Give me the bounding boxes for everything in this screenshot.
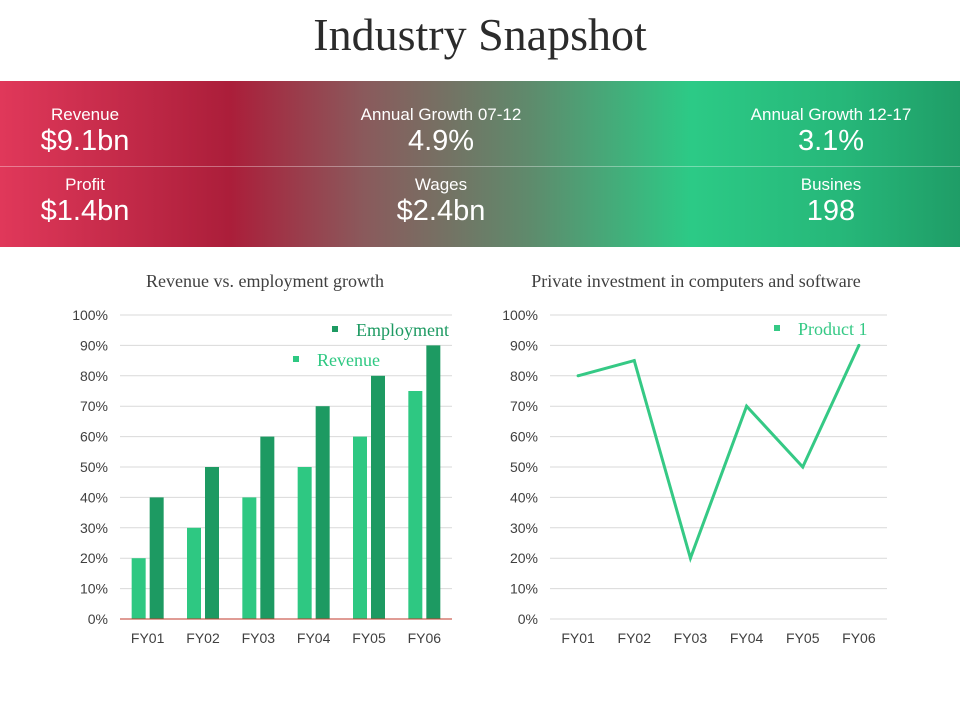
stat-label: Annual Growth 12-17 [750,105,912,124]
y-tick-label: 10% [80,581,108,597]
stat-profit: Profit $1.4bn [0,175,205,227]
y-tick-label: 10% [510,581,538,597]
line-point [857,343,861,347]
bar-revenue [242,497,257,619]
stat-annual-growth-07-12: Annual Growth 07-12 4.9% [321,105,561,157]
y-tick-label: 50% [510,459,538,475]
line-point [576,374,580,378]
banner-divider [0,166,960,167]
stats-banner: Revenue $9.1bn Annual Growth 07-12 4.9% … [0,81,960,247]
y-tick-label: 100% [502,307,538,323]
y-tick-label: 40% [510,489,538,505]
bar-revenue [131,558,146,619]
x-tick-label: FY03 [674,630,708,646]
y-tick-label: 30% [510,520,538,536]
stat-value: 4.9% [407,125,475,157]
line-point [632,359,636,363]
y-tick-label: 20% [80,550,108,566]
bar-employment [371,375,385,619]
y-tick-label: 0% [88,611,108,627]
stat-value: $9.1bn [40,125,130,157]
bar-revenue [297,467,312,619]
x-tick-label: FY03 [242,630,276,646]
stat-label: Wages [414,175,468,194]
y-tick-label: 70% [80,398,108,414]
stat-revenue: Revenue $9.1bn [0,105,205,157]
bar-revenue [187,527,201,619]
stat-label: Profit [65,175,105,194]
stat-label: Busines [800,175,862,194]
x-tick-label: FY05 [786,630,820,646]
x-tick-label: FY05 [352,630,386,646]
bar-employment [149,497,164,619]
stat-annual-growth-12-17: Annual Growth 12-17 3.1% [711,105,951,157]
line-point [745,404,749,408]
stat-value: $2.4bn [396,195,486,227]
x-tick-label: FY01 [131,630,165,646]
y-tick-label: 80% [80,368,108,384]
y-tick-label: 90% [510,337,538,353]
x-tick-label: FY06 [408,630,442,646]
stat-value: 198 [806,195,856,227]
stat-wages: Wages $2.4bn [321,175,561,227]
x-tick-label: FY02 [186,630,220,646]
charts-area: Revenue vs. employment growth 0% 10% 20% 30%… [72,271,887,646]
stat-businesses: Busines 198 [711,175,951,227]
y-tick-label: 20% [510,550,538,566]
legend-swatch [774,325,780,331]
y-tick-label: 50% [80,459,108,475]
y-tick-label: 100% [72,307,108,323]
bar-employment [205,467,219,619]
legend-label: Revenue [317,350,380,370]
page-title: Industry Snapshot [313,9,647,60]
bar-employment [260,436,275,619]
y-tick-label: 30% [80,520,108,536]
line-point [688,556,692,560]
y-tick-label: 90% [80,337,108,353]
stat-value: 3.1% [797,125,865,157]
stat-label: Annual Growth 07-12 [360,105,522,124]
y-tick-label: 0% [518,611,538,627]
y-tick-label: 40% [80,489,108,505]
legend-swatch [332,326,338,332]
stat-value: $1.4bn [40,195,130,227]
chart-title: Private investment in computers and soft… [531,271,860,291]
legend-label: Employment [356,320,449,340]
legend-swatch [293,356,299,362]
line-point [801,465,805,469]
x-tick-label: FY04 [730,630,764,646]
y-tick-label: 70% [510,398,538,414]
legend-label: Product 1 [798,319,868,339]
x-tick-label: FY06 [842,630,876,646]
y-tick-label: 60% [80,429,108,445]
x-tick-label: FY04 [297,630,331,646]
stat-label: Revenue [50,105,120,124]
x-tick-label: FY01 [561,630,595,646]
chart-title: Revenue vs. employment growth [146,271,384,291]
bar-revenue [353,436,367,619]
y-tick-label: 80% [510,368,538,384]
bar-employment [426,345,441,619]
y-tick-label: 60% [510,429,538,445]
x-tick-label: FY02 [618,630,652,646]
line-series-product-1 [577,344,861,564]
bar-employment [315,406,330,619]
bar-revenue [408,391,423,619]
